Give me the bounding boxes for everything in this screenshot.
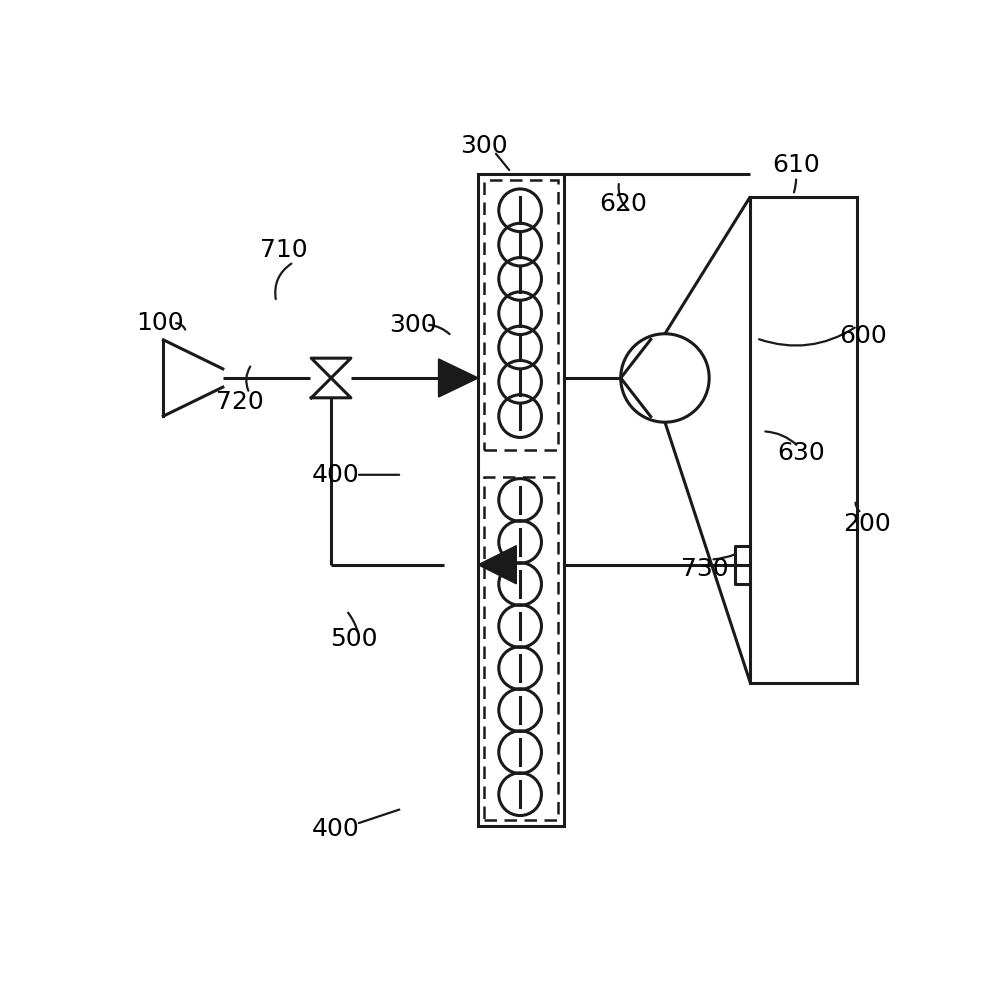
- Bar: [478, 173, 564, 827]
- Text: 610: 610: [772, 152, 820, 176]
- Text: 720: 720: [216, 390, 264, 415]
- Text: 710: 710: [260, 238, 308, 262]
- Text: 630: 630: [777, 441, 825, 464]
- Polygon shape: [439, 359, 478, 397]
- Text: 400: 400: [312, 818, 360, 842]
- Polygon shape: [478, 545, 516, 584]
- Text: 400: 400: [312, 462, 360, 487]
- Text: 500: 500: [330, 627, 378, 650]
- Text: 730: 730: [681, 556, 728, 580]
- Bar: [484, 477, 558, 820]
- Text: 300: 300: [460, 135, 507, 158]
- Text: 300: 300: [390, 313, 437, 337]
- Text: 100: 100: [137, 311, 184, 335]
- Text: 620: 620: [599, 192, 647, 216]
- Text: 200: 200: [843, 513, 891, 537]
- Bar: [484, 180, 558, 449]
- Text: 600: 600: [839, 324, 887, 348]
- Bar: [750, 197, 857, 683]
